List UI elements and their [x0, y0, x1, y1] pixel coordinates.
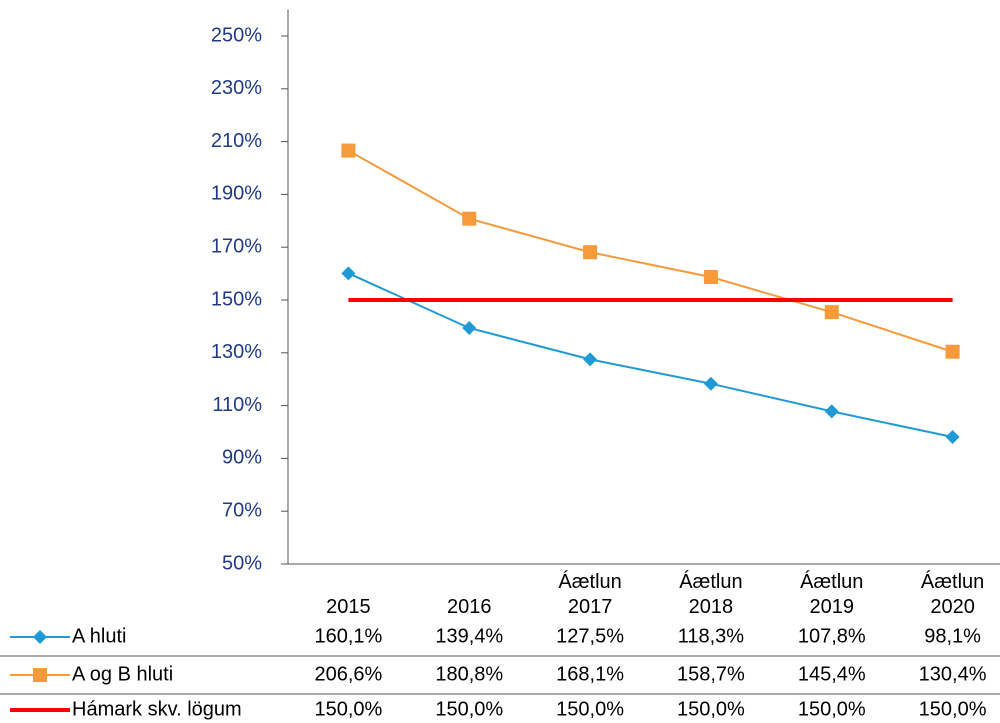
table-value: 127,5%	[556, 625, 624, 647]
point	[703, 376, 718, 391]
legend-label: Hámark skv. lögum	[72, 698, 242, 720]
table-value: 180,8%	[435, 663, 503, 685]
point	[703, 270, 718, 285]
y-tick-label: 50%	[222, 552, 262, 574]
y-tick-label: 210%	[211, 130, 262, 152]
legend-marker	[33, 630, 47, 644]
point	[945, 430, 960, 445]
y-tick-label: 110%	[212, 394, 262, 416]
x-tick-label: Áætlun 2019	[800, 571, 864, 618]
point	[824, 305, 839, 320]
x-tick-label: Áætlun 2017	[558, 571, 622, 618]
point	[462, 320, 477, 335]
y-tick-label: 70%	[222, 499, 262, 521]
table-value: 107,8%	[798, 625, 866, 647]
table-value: 150,0%	[556, 698, 624, 720]
table-value: 98,1%	[924, 625, 981, 647]
series-line	[348, 272, 953, 438]
point	[462, 211, 477, 226]
table-value: 150,0%	[677, 698, 745, 720]
table-value: 145,4%	[798, 663, 866, 685]
table-value: 150,0%	[919, 698, 987, 720]
y-tick-label: 170%	[211, 235, 262, 257]
series-line	[347, 149, 953, 353]
table-value: 206,6%	[314, 663, 382, 685]
table-value: 158,7%	[677, 663, 745, 685]
table-value: 150,0%	[314, 698, 382, 720]
x-tick-label: 2015	[326, 596, 371, 618]
x-tick-label: Áætlun 2020	[920, 571, 985, 618]
point	[945, 344, 960, 359]
legend-marker	[33, 668, 47, 682]
legend-label: A hluti	[72, 625, 126, 647]
x-tick-label: 2016	[447, 596, 492, 618]
y-tick-label: 230%	[211, 77, 262, 99]
y-tick-label: 150%	[211, 288, 262, 310]
point	[583, 245, 598, 260]
table-value: 150,0%	[798, 698, 866, 720]
table-value: 118,3%	[678, 625, 745, 647]
x-tick-label: Áætlun 2018	[679, 571, 743, 618]
table-value: 160,1%	[314, 625, 382, 647]
table-value: 168,1%	[556, 663, 624, 685]
table-value: 139,4%	[435, 625, 503, 647]
point	[341, 266, 356, 281]
table-value: 150,0%	[435, 698, 503, 720]
point	[341, 143, 356, 158]
legend-label: A og B hluti	[72, 663, 173, 685]
point	[583, 352, 598, 367]
y-tick-label: 90%	[222, 447, 262, 469]
table-value: 130,4%	[919, 663, 987, 685]
y-tick-label: 130%	[211, 341, 262, 363]
point	[824, 404, 839, 419]
y-tick-label: 190%	[211, 183, 262, 205]
y-tick-label: 250%	[211, 24, 262, 46]
